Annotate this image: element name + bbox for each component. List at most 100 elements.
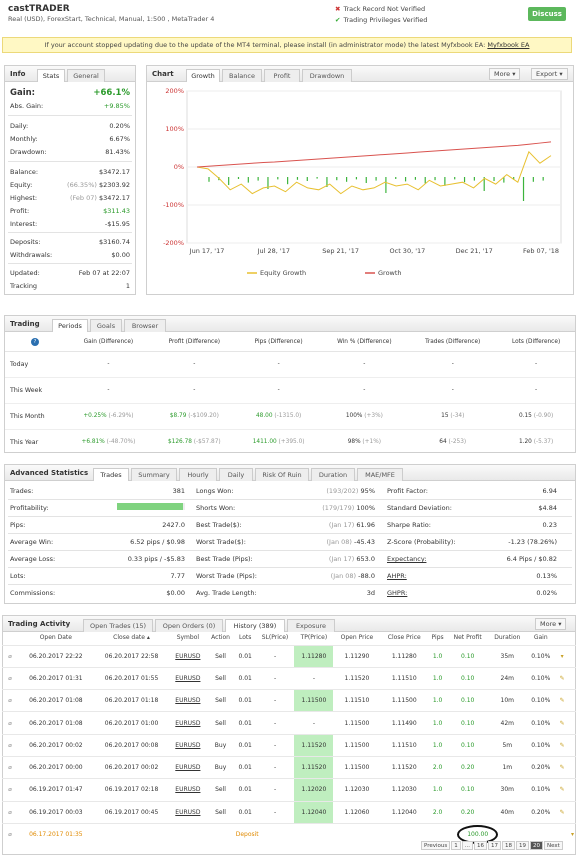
period-cell-profit: -: [152, 377, 237, 403]
tracking-label: Tracking: [10, 282, 38, 290]
page-19[interactable]: 19: [516, 841, 529, 850]
period-cell-pips: -: [237, 351, 321, 377]
history-cell-symbol[interactable]: EURUSD: [175, 719, 201, 727]
page-17[interactable]: 17: [488, 841, 501, 850]
history-col-header[interactable]: Gain: [526, 631, 555, 645]
pencil-icon[interactable]: ✎: [559, 674, 565, 682]
history-col-header[interactable]: Open Price: [333, 631, 380, 645]
tab-trades[interactable]: Trades: [93, 468, 129, 481]
link-icon[interactable]: ⌀: [8, 697, 12, 705]
history-row: ⌀ 06.20.2017 01:08 06.20.2017 01:18 EURUSD S…: [2, 689, 576, 712]
periods-row: This Week - - - - - -: [5, 377, 575, 403]
legend-growth: Growth: [378, 269, 402, 277]
history-col-header[interactable]: TP(Price): [294, 631, 333, 645]
tab-exposure[interactable]: Exposure: [287, 619, 335, 632]
history-cell-lots: 0.01: [238, 652, 252, 660]
adv-value: 3d: [275, 589, 375, 597]
history-col-header[interactable]: Lots: [235, 631, 256, 645]
pencil-icon[interactable]: ✎: [559, 719, 565, 727]
history-cell-close: 06.20.2017 01:18: [104, 697, 159, 705]
adv-label[interactable]: GHPR:: [387, 589, 408, 597]
comment-icon[interactable]: ▾: [571, 831, 575, 839]
tab-open-trades[interactable]: Open Trades (15): [83, 619, 153, 632]
pencil-icon[interactable]: ✎: [559, 808, 565, 816]
history-cell-open: 06.20.2017 01:31: [29, 674, 83, 682]
link-icon[interactable]: ⌀: [8, 764, 12, 772]
period-cell-gain: +0.25% (-6.29%): [65, 403, 152, 429]
history-col-header[interactable]: Close Price: [380, 631, 428, 645]
history-cell-symbol[interactable]: EURUSD: [175, 652, 201, 660]
history-row: ⌀ 06.20.2017 22:22 06.20.2017 22:58 EURUSD S…: [2, 645, 576, 668]
history-col-header[interactable]: Net Profit: [447, 631, 488, 645]
page-1[interactable]: 1: [451, 841, 461, 850]
tab-periods[interactable]: Periods: [52, 319, 88, 332]
link-cell: ⌀: [2, 734, 18, 756]
tab-open-orders[interactable]: Open Orders (0): [155, 619, 223, 632]
page-18[interactable]: 18: [502, 841, 515, 850]
chart-export-button[interactable]: Export ▾: [531, 68, 568, 80]
tab-summary[interactable]: Summary: [131, 468, 177, 481]
history-cell-symbol[interactable]: EURUSD: [175, 697, 201, 705]
history-cell-tp: -: [312, 674, 315, 682]
tab-drawdown[interactable]: Drawdown: [302, 69, 352, 82]
page-ellipsis: ...: [461, 841, 473, 850]
tab-growth[interactable]: Growth: [186, 69, 220, 82]
pencil-icon[interactable]: ✎: [559, 697, 565, 705]
history-cell-symbol[interactable]: EURUSD: [175, 764, 201, 772]
history-cell-gain: 0.20%: [531, 764, 551, 772]
tab-duration[interactable]: Duration: [311, 468, 355, 481]
tab-hourly[interactable]: Hourly: [179, 468, 217, 481]
history-cell-symbol[interactable]: EURUSD: [175, 741, 201, 749]
tab-goals[interactable]: Goals: [90, 319, 122, 332]
pencil-icon[interactable]: ✎: [559, 741, 565, 749]
pencil-icon[interactable]: ✎: [559, 764, 565, 772]
link-icon[interactable]: ⌀: [8, 808, 12, 816]
link-icon[interactable]: ⌀: [8, 786, 12, 794]
discuss-button[interactable]: Discuss: [528, 7, 566, 21]
adv-label[interactable]: AHPR:: [387, 572, 407, 580]
period-diff: (-6.29%): [108, 413, 134, 419]
page-20[interactable]: 20: [530, 841, 543, 850]
history-cell-symbol[interactable]: EURUSD: [175, 786, 201, 794]
pencil-icon[interactable]: ✎: [559, 786, 565, 794]
tab-balance[interactable]: Balance: [222, 69, 262, 82]
balance-value: $3472.17: [98, 168, 130, 176]
tab-stats[interactable]: Stats: [37, 69, 65, 82]
deposits-label: Deposits:: [10, 238, 41, 246]
history-col-header[interactable]: SL(Price): [256, 631, 295, 645]
period-cell-profit: -: [152, 351, 237, 377]
adv-value: 0.13%: [536, 572, 557, 580]
comment-icon[interactable]: ▾: [560, 652, 564, 660]
tab-mae-mfe[interactable]: MAE/MFE: [357, 468, 403, 481]
link-icon[interactable]: ⌀: [8, 741, 12, 749]
tab-daily[interactable]: Daily: [219, 468, 253, 481]
adv-value: (Jan 17) 61.96: [275, 521, 375, 529]
activity-more-button[interactable]: More ▾: [535, 618, 567, 630]
history-cell-duration: 24m: [500, 674, 515, 682]
history-col-header[interactable]: Action: [206, 631, 234, 645]
history-col-header[interactable]: Duration: [488, 631, 526, 645]
page-16[interactable]: 16: [474, 841, 487, 850]
tab-profit[interactable]: Profit: [264, 69, 300, 82]
link-icon[interactable]: ⌀: [8, 674, 12, 682]
withdrawals-label: Withdrawals:: [10, 251, 53, 259]
adv-label[interactable]: Expectancy:: [387, 555, 427, 563]
history-cell-symbol[interactable]: EURUSD: [175, 808, 201, 816]
tab-browser[interactable]: Browser: [124, 319, 166, 332]
history-col-header[interactable]: Symbol: [169, 631, 206, 645]
help-icon[interactable]: ?: [31, 337, 39, 346]
tab-history[interactable]: History (389): [225, 619, 285, 632]
page-next[interactable]: Next: [544, 841, 563, 850]
history-cell-symbol[interactable]: EURUSD: [175, 674, 201, 682]
tab-risk-of-ruin[interactable]: Risk Of Ruin: [255, 468, 309, 481]
chart-more-button[interactable]: More ▾: [489, 68, 521, 80]
link-cell: ⌀: [2, 779, 18, 801]
history-col-header[interactable]: Open Date: [18, 631, 94, 645]
history-col-header[interactable]: Pips: [428, 631, 447, 645]
link-icon[interactable]: ⌀: [8, 719, 12, 727]
page-previous[interactable]: Previous: [421, 841, 451, 850]
history-col-header[interactable]: Close date ▴: [94, 631, 170, 645]
myfxbook-ea-link[interactable]: Myfxbook EA: [487, 41, 530, 49]
tab-general[interactable]: General: [67, 69, 105, 82]
link-icon[interactable]: ⌀: [8, 652, 12, 660]
